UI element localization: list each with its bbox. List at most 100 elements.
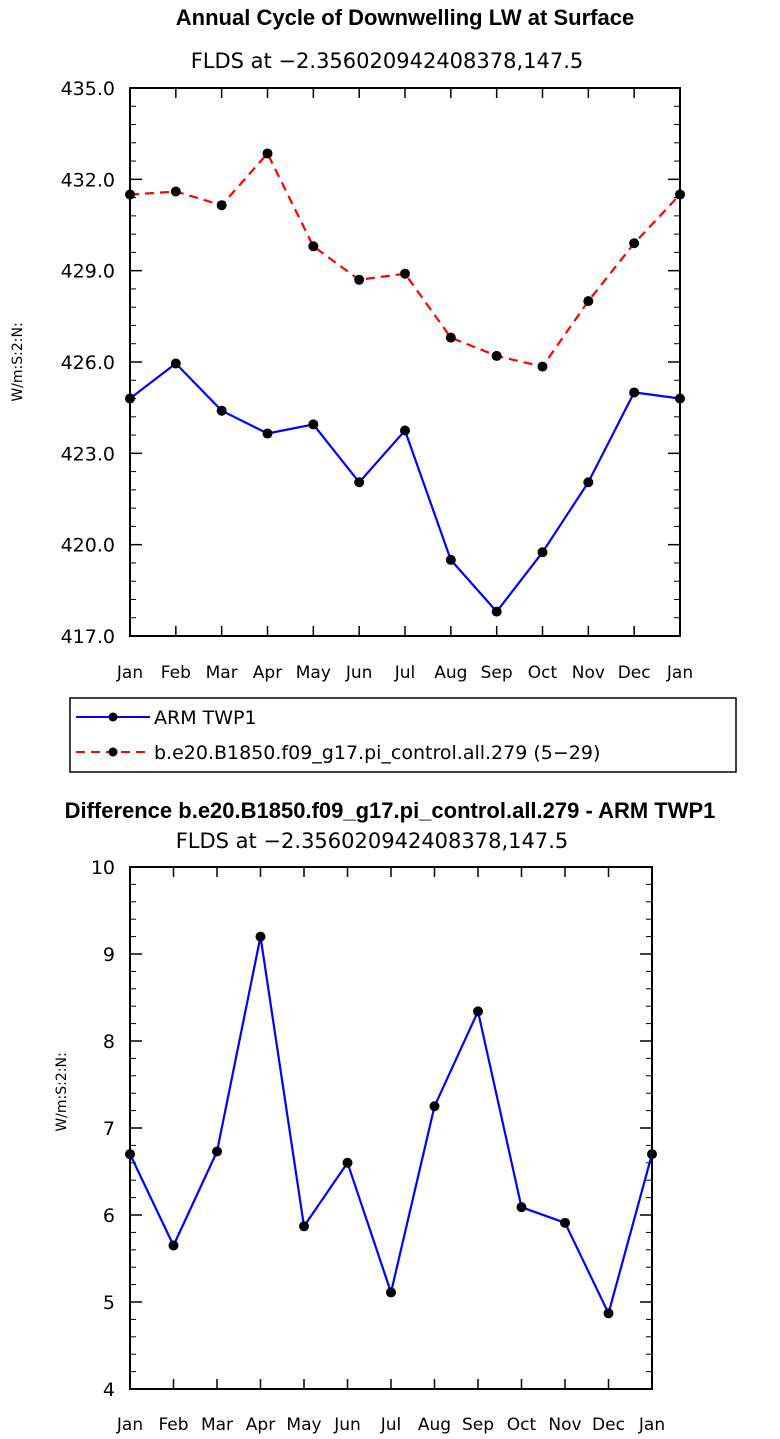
y-tick-label: 423.0 [61, 443, 115, 465]
data-point [400, 268, 410, 279]
x-tick-label: Oct [507, 1415, 537, 1435]
series-layer [125, 931, 657, 1319]
data-point [299, 1221, 309, 1232]
data-point [125, 189, 135, 200]
y-tick-label: 5 [103, 1292, 115, 1314]
data-point [308, 419, 319, 430]
data-point [170, 186, 181, 197]
chart-difference: Difference b.e20.B1850.f09_g17.pi_contro… [54, 798, 715, 1435]
legend-label-model: b.e20.B1850.f09_g17.pi_control.all.279 (… [154, 742, 600, 764]
data-point [262, 428, 273, 439]
series-line-0 [129, 935, 654, 1315]
x-tick-label: Sep [462, 1415, 494, 1435]
y-tick-label: 4 [103, 1379, 115, 1401]
x-tick-label: Aug [434, 663, 467, 683]
data-point [675, 189, 685, 200]
x-tick-label: Apr [246, 1415, 275, 1435]
legend-marker-arm [108, 712, 118, 722]
y-tick-label: 7 [103, 1118, 115, 1140]
x-tick-label: Dec [618, 663, 651, 683]
x-tick-label: Oct [528, 663, 558, 683]
data-point [629, 387, 640, 398]
data-point [647, 1149, 657, 1160]
data-point [125, 393, 135, 404]
y-tick-label: 432.0 [61, 169, 115, 191]
axes: Jan Feb Mar Apr May Jun Jul Aug Sep Oct Nov Dec Jan4… [61, 78, 694, 683]
axes: Jan Feb Mar Apr May Jun Jul Aug Sep Oct Nov Dec Jan4… [91, 857, 665, 1435]
chart-annual-cycle: Annual Cycle of Downwelling LW at Surfac… [10, 5, 693, 683]
data-point [491, 350, 502, 361]
data-point [429, 1101, 440, 1112]
data-point [603, 1308, 614, 1319]
data-point [216, 200, 227, 211]
x-tick-label: Jun [333, 1415, 361, 1435]
x-tick-label: Jan [116, 1415, 143, 1435]
data-point [445, 554, 456, 565]
legend-label-arm: ARM TWP1 [154, 707, 257, 729]
data-point [583, 477, 594, 488]
legend-box [69, 697, 737, 773]
x-tick-label: Mar [201, 1415, 233, 1435]
y-tick-label: 417.0 [61, 626, 115, 648]
y-tick-label: 435.0 [61, 78, 115, 100]
x-tick-label: Feb [161, 663, 191, 683]
y-tick-label: 429.0 [61, 261, 115, 283]
y-tick-label: 10 [91, 857, 115, 879]
x-tick-label: May [286, 1415, 321, 1435]
y-tick-label: 9 [103, 944, 115, 966]
x-tick-label: Jan [638, 1415, 665, 1435]
x-tick-label: Jan [116, 663, 143, 683]
data-point [400, 425, 410, 436]
data-point [560, 1217, 570, 1228]
data-point [675, 393, 685, 404]
x-tick-label: Jul [380, 1415, 402, 1435]
y-tick-label: 6 [103, 1205, 115, 1227]
series-line-1 [129, 152, 681, 368]
x-tick-label: Nov [548, 1415, 581, 1435]
data-point [168, 1240, 179, 1251]
x-tick-label: Dec [592, 1415, 625, 1435]
x-tick-label: Mar [206, 663, 238, 683]
x-tick-label: Jul [394, 663, 416, 683]
data-point [255, 931, 266, 942]
y-tick-label: 8 [103, 1031, 115, 1053]
chart-title: Annual Cycle of Downwelling LW at Surfac… [176, 5, 634, 30]
x-tick-label: Jun [345, 663, 373, 683]
data-point [342, 1157, 353, 1168]
data-point [537, 547, 548, 558]
y-axis-label: W/m:S:2:N: [10, 322, 26, 401]
data-point [491, 606, 502, 617]
data-point [354, 477, 365, 488]
data-point [125, 1149, 135, 1160]
legend-marker-model [108, 747, 118, 757]
chart-subtitle: FLDS at −2.356020942408378,147.5 [176, 829, 569, 853]
series-layer [125, 148, 685, 617]
plot-frame [129, 87, 681, 637]
x-tick-label: Sep [481, 663, 513, 683]
data-point [216, 405, 227, 416]
data-point [354, 274, 365, 285]
x-tick-label: Nov [572, 663, 605, 683]
x-tick-label: Apr [253, 663, 282, 683]
x-tick-label: May [296, 663, 331, 683]
y-axis-label: W/m:S:2:N: [54, 1052, 70, 1131]
data-point [212, 1146, 222, 1157]
x-tick-label: Aug [418, 1415, 451, 1435]
data-point [473, 1006, 483, 1017]
data-point [537, 361, 548, 372]
legend: ARM TWP1 b.e20.B1850.f09_g17.pi_control.… [69, 697, 737, 773]
data-point [262, 148, 273, 159]
y-tick-label: 426.0 [61, 352, 115, 374]
data-point [170, 358, 181, 369]
chart-subtitle: FLDS at −2.356020942408378,147.5 [191, 49, 584, 73]
data-point [445, 332, 456, 343]
data-point [308, 241, 319, 252]
x-tick-label: Jan [666, 663, 693, 683]
data-point [629, 238, 640, 249]
plot-frame [129, 866, 653, 1390]
data-point [583, 296, 594, 307]
y-tick-label: 420.0 [61, 535, 115, 557]
series-line-0 [129, 362, 681, 613]
data-point [516, 1202, 527, 1213]
